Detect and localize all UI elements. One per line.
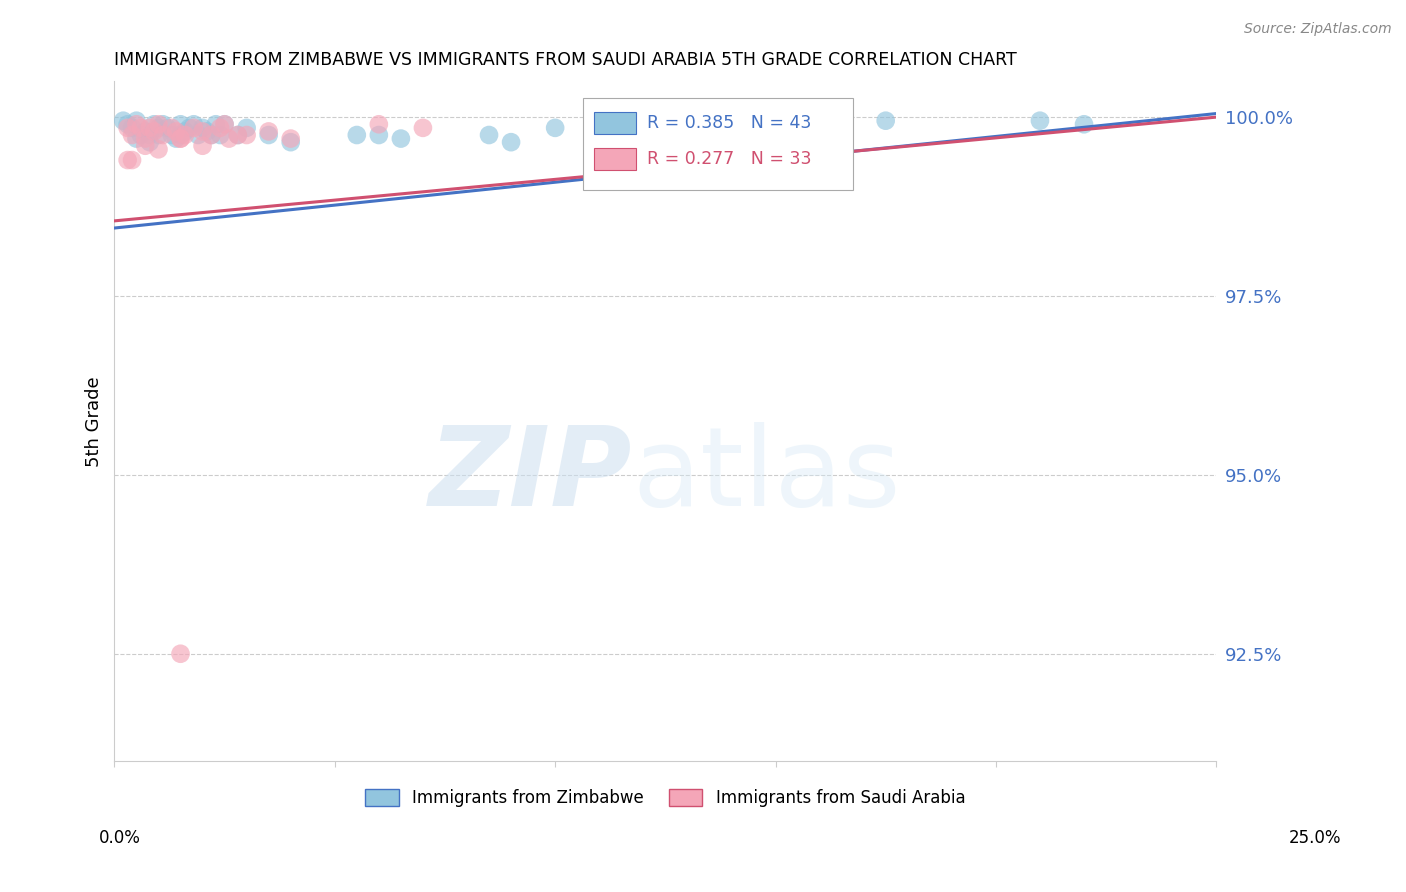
Point xyxy=(169,117,191,131)
Point xyxy=(148,120,170,135)
Point xyxy=(169,647,191,661)
Point xyxy=(183,120,205,135)
Point xyxy=(134,131,156,145)
Point xyxy=(214,117,236,131)
Point xyxy=(257,124,280,138)
Point xyxy=(195,124,218,138)
Point xyxy=(235,120,257,135)
Text: 25.0%: 25.0% xyxy=(1288,829,1341,847)
Point xyxy=(875,113,897,128)
Point xyxy=(121,120,143,135)
Point xyxy=(165,131,187,145)
Point xyxy=(129,120,152,135)
Point xyxy=(129,128,152,142)
Point xyxy=(125,117,148,131)
Point xyxy=(169,131,191,145)
Point xyxy=(143,124,166,138)
Point xyxy=(138,135,160,149)
Point xyxy=(160,120,183,135)
Text: atlas: atlas xyxy=(633,422,901,529)
Point xyxy=(200,128,222,142)
Text: R = 0.385   N = 43: R = 0.385 N = 43 xyxy=(647,114,811,132)
Point xyxy=(117,120,139,135)
Point xyxy=(478,128,501,142)
Point xyxy=(720,113,742,128)
Y-axis label: 5th Grade: 5th Grade xyxy=(86,376,103,467)
Point xyxy=(588,124,610,138)
Point xyxy=(1073,117,1095,131)
Point xyxy=(152,128,174,142)
Point xyxy=(226,128,249,142)
Point xyxy=(112,113,135,128)
Point xyxy=(148,117,170,131)
Bar xyxy=(593,148,636,169)
Point xyxy=(412,120,434,135)
Point xyxy=(125,131,148,145)
Point xyxy=(187,128,209,142)
Point xyxy=(214,117,236,131)
Point xyxy=(200,128,222,142)
Point xyxy=(165,124,187,138)
Point xyxy=(169,128,191,142)
Point xyxy=(257,128,280,142)
FancyBboxPatch shape xyxy=(582,98,852,190)
Point xyxy=(148,142,170,156)
Point xyxy=(174,124,197,138)
Point xyxy=(280,131,302,145)
Point xyxy=(117,117,139,131)
Point xyxy=(134,124,156,138)
Point xyxy=(191,120,214,135)
Point xyxy=(125,113,148,128)
Point xyxy=(148,128,170,142)
Point xyxy=(156,120,179,135)
Point xyxy=(235,128,257,142)
Point xyxy=(209,128,232,142)
Point xyxy=(143,117,166,131)
Point xyxy=(204,117,226,131)
Text: IMMIGRANTS FROM ZIMBABWE VS IMMIGRANTS FROM SAUDI ARABIA 5TH GRADE CORRELATION C: IMMIGRANTS FROM ZIMBABWE VS IMMIGRANTS F… xyxy=(114,51,1017,69)
Point xyxy=(138,128,160,142)
Point xyxy=(226,128,249,142)
Point xyxy=(389,131,412,145)
Point xyxy=(280,135,302,149)
Point xyxy=(218,131,240,145)
Point xyxy=(121,128,143,142)
Point xyxy=(117,153,139,167)
Text: ZIP: ZIP xyxy=(429,422,633,529)
Point xyxy=(499,135,522,149)
Point xyxy=(174,128,197,142)
Point xyxy=(169,131,191,145)
Text: Source: ZipAtlas.com: Source: ZipAtlas.com xyxy=(1244,22,1392,37)
Point xyxy=(191,138,214,153)
Legend: Immigrants from Zimbabwe, Immigrants from Saudi Arabia: Immigrants from Zimbabwe, Immigrants fro… xyxy=(359,782,972,814)
Point xyxy=(183,117,205,131)
Point xyxy=(152,117,174,131)
Point xyxy=(160,128,183,142)
Point xyxy=(134,138,156,153)
Text: R = 0.277   N = 33: R = 0.277 N = 33 xyxy=(647,150,811,168)
Point xyxy=(367,117,389,131)
Point xyxy=(179,120,201,135)
Point xyxy=(1029,113,1052,128)
Point xyxy=(209,120,232,135)
Point xyxy=(346,128,368,142)
Point xyxy=(367,128,389,142)
Point xyxy=(191,124,214,138)
Point xyxy=(633,113,655,128)
Point xyxy=(544,120,567,135)
Point xyxy=(121,153,143,167)
Text: 0.0%: 0.0% xyxy=(98,829,141,847)
Point xyxy=(138,120,160,135)
Bar xyxy=(593,112,636,134)
